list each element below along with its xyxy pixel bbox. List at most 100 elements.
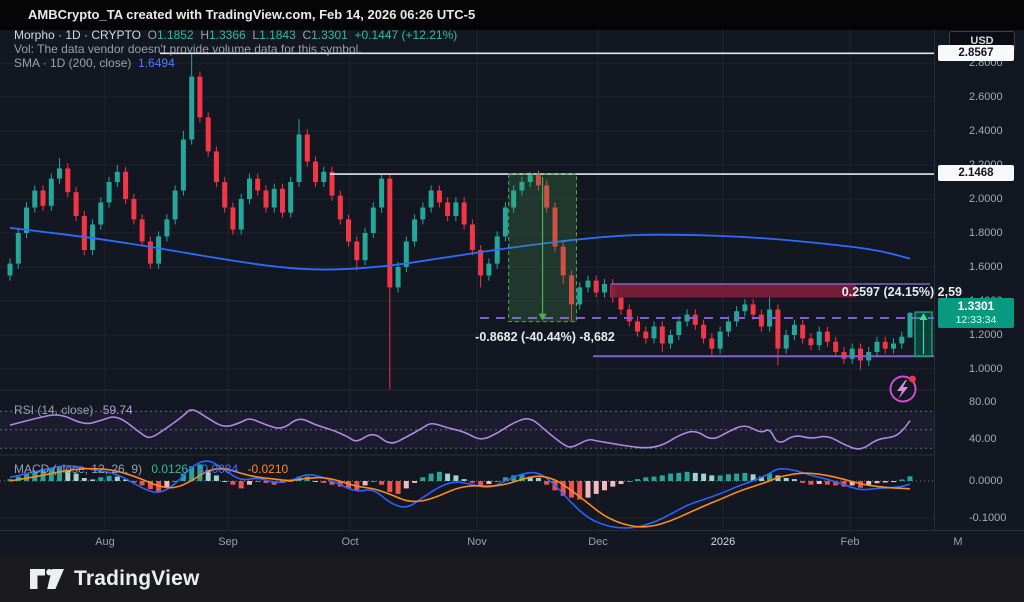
macd-hist-bar [709,475,715,481]
price-tick: 2.4000 [969,125,1003,137]
chart-canvas[interactable] [0,30,934,530]
macd-hist-bar [849,481,855,486]
flash-alert-button[interactable] [889,375,917,403]
candle-body [701,324,707,339]
candle-body [304,134,310,162]
price-axis[interactable]: USD 2.80002.60002.40002.20002.00001.8000… [934,30,1024,530]
tradingview-wordmark[interactable]: TradingView [74,567,200,590]
macd-hist-bar [65,469,71,481]
candle-body [808,338,814,346]
candle-body [65,168,71,193]
price-range-up-label[interactable]: 0.2597 (24.15%) 2,59 [841,285,962,299]
candle-body [172,190,178,220]
candle-body [370,207,376,233]
candle-body [725,321,731,332]
candle-body [858,348,863,361]
macd-hist-bar [24,473,29,481]
candle-body [403,241,409,267]
candle-body [428,190,434,208]
candle-body [511,190,517,208]
macd-hist-bar [403,481,409,489]
sma-legend-row[interactable]: SMA · 1D (200, close) 1.6494 [14,56,457,70]
macd-hist-bar [486,481,492,484]
symbol-ohlc-row[interactable]: Morpho · 1D · CRYPTO O1.1852 H1.3366 L1.… [14,28,457,42]
price-range-down-label[interactable]: -0.8682 (-40.44%) -8,682 [475,330,615,344]
candle-body [569,275,574,305]
candle-body [502,207,508,237]
macd-hist-bar [758,476,764,481]
macd-hist-bar [494,481,500,482]
candle-body [635,321,640,332]
candle-body [445,202,451,216]
candle-body [57,168,62,179]
candle-body [659,326,665,344]
low-label: L [252,28,260,42]
sma-label: SMA · 1D (200, close) [14,56,132,70]
candle-body [205,117,211,152]
macd-hist-bar [469,481,475,483]
tradingview-logo-icon[interactable] [30,569,64,589]
candle-body [197,76,203,118]
candle-body [189,76,195,140]
macd-hist-bar [57,468,62,481]
macd-hist-bar [676,472,682,481]
macd-hist-bar [535,478,541,481]
macd-hist-bar [263,481,269,483]
candle-body [147,241,153,264]
attribution-bar: AMBCrypto_TA created with TradingView.co… [0,0,1024,30]
open-label: O [147,28,157,42]
price-tick: 1.8000 [969,227,1003,239]
candle-body [519,182,525,191]
time-tick-2026: 2026 [710,536,736,548]
candle-body [816,331,822,346]
sma-value: 1.6494 [138,56,175,70]
macd-line-value: -0.0084 [197,462,239,476]
macd-hist-bar [48,468,54,481]
macd-hist-bar [412,481,418,483]
macd-hist-value: 0.0126 [151,462,189,476]
candle-body [668,335,674,344]
macd-hist-bar [560,481,566,496]
symbol-title[interactable]: Morpho · 1D · CRYPTO [14,28,141,42]
time-axis[interactable]: Aug Sep Oct Nov Dec 2026 Feb M [0,530,1024,557]
macd-hist-bar [544,481,550,485]
resistance-price-label: 2.1468 [938,165,1014,181]
macd-hist-bar [891,481,896,483]
supply-zone-box[interactable] [611,284,856,298]
macd-hist-bar [238,481,244,489]
macd-hist-bar [816,481,822,484]
candle-body [742,304,748,312]
main-legend: Morpho · 1D · CRYPTO O1.1852 H1.3366 L1.… [14,28,457,70]
macd-hist-bar [502,477,508,481]
macd-hist-bar [511,475,517,481]
macd-hist-bar [750,474,756,481]
macd-hist-bar [313,481,318,482]
candle-body [337,195,343,220]
candle-body [750,304,756,315]
candle-body [420,207,426,220]
macd-hist-bar [90,479,96,481]
macd-hist-bar [230,481,236,485]
macd-hist-bar [123,479,129,481]
candle-body [618,297,624,310]
macd-hist-bar [899,479,905,481]
macd-hist-bar [32,470,38,481]
macd-legend[interactable]: MACD (close, 12, 26, 9) 0.0126 -0.0084 -… [14,462,288,476]
candle-body [593,280,599,293]
candle-body [734,311,740,322]
rsi-legend[interactable]: RSI (14, close) 59.74 [14,403,133,417]
macd-hist-bar [527,476,533,481]
price-tick: 1.0000 [969,363,1003,375]
macd-hist-bar [321,481,327,483]
candlesticks [7,53,913,389]
alert-badge-dot [909,375,916,383]
high-value: 1.3366 [209,28,246,42]
macd-hist-bar [577,481,583,500]
candle-body [321,171,327,182]
macd-hist-bar [808,481,814,485]
macd-hist-bar [387,481,393,493]
last-price-value: 1.3301 [957,299,995,313]
candle-body [98,202,104,225]
candle-body [230,207,236,230]
